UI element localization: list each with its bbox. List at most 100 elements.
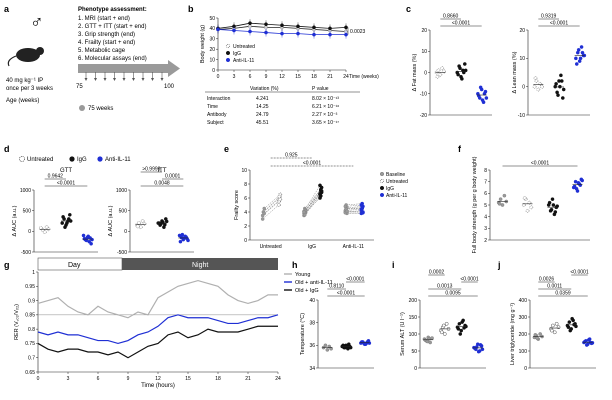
legend-anti: Anti-IL-11: [105, 157, 131, 163]
data-point: [329, 346, 333, 351]
y-tick-label: 36: [309, 343, 315, 349]
y-axis-label: Δ Fat mass (%): [412, 54, 418, 92]
mouse-icon: [7, 47, 44, 67]
data-point: [456, 72, 460, 77]
row-pvalue: 2.27 × 10⁻³: [312, 112, 338, 118]
y-axis-label: Full body strength (g per g body weight): [472, 156, 478, 253]
y-axis-label: Temperature (°C): [300, 313, 306, 355]
paired-line: [303, 185, 321, 212]
comparison-label: 0.0359: [555, 291, 571, 297]
comparison-label: 0.9319: [541, 14, 557, 20]
data-point: [529, 205, 534, 210]
data-point: [323, 343, 328, 348]
data-point: [319, 189, 324, 193]
data-point: [360, 206, 364, 211]
row-name: Interaction: [207, 96, 231, 102]
data-point: [534, 79, 539, 83]
data-point: [551, 203, 556, 207]
data-point: [458, 66, 462, 71]
y-axis-label: Δ AUC (a.u.): [12, 205, 18, 236]
row-pvalue: 3.65 × 10⁻¹⁷: [312, 120, 339, 126]
data-point: [583, 339, 587, 344]
x-tick-label: 24: [343, 74, 349, 80]
data-point: [586, 338, 591, 342]
x-tick-label: 18: [311, 74, 317, 80]
legend-label: IgG: [233, 51, 241, 57]
y-tick-label: 0: [124, 229, 127, 235]
data-point: [578, 183, 583, 187]
data-point: [440, 330, 444, 335]
data-point: [478, 85, 483, 90]
x-tick-label: Untreated: [260, 244, 282, 250]
x-tick-label: 6: [249, 74, 252, 80]
data-point: [262, 206, 267, 211]
legend-75weeks: 75 weeks: [88, 106, 113, 112]
legend-marker: [379, 171, 385, 177]
data-point: [277, 194, 282, 199]
data-point: [462, 62, 467, 66]
paired-line: [303, 194, 321, 216]
data-point: [68, 212, 72, 217]
y-tick-label: -500: [117, 250, 127, 256]
y-tick-label: 20: [209, 47, 215, 53]
y-tick-label: 40: [209, 26, 215, 32]
night-label: Night: [192, 262, 208, 269]
data-point: [81, 233, 86, 238]
legend-marker-75weeks: [79, 105, 85, 111]
data-point: [547, 200, 552, 205]
legend-label: Untreated: [233, 44, 255, 50]
data-point: [180, 232, 185, 237]
y-tick-label: -10: [420, 92, 427, 98]
y-tick-label: 0: [524, 366, 527, 372]
data-point: [328, 32, 332, 37]
comparison-label: 0.8110: [329, 284, 344, 290]
data-point: [302, 210, 306, 214]
y-tick-label: 40: [309, 298, 315, 304]
data-point: [280, 23, 284, 28]
x-axis-label: Time (hours): [141, 383, 175, 389]
data-point: [568, 328, 573, 333]
data-point: [532, 84, 537, 89]
row-variation: 4.241: [256, 96, 269, 102]
y-tick-label: 38: [309, 320, 315, 326]
assessment-1: 1. MRI (start + end): [78, 16, 130, 22]
y-tick-label: 0: [522, 84, 525, 90]
annotation: 0.0023: [350, 29, 366, 35]
data-point: [538, 332, 542, 336]
data-point: [344, 25, 348, 30]
data-point: [533, 333, 538, 337]
treatment-arrowhead: [103, 78, 107, 81]
data-point: [264, 22, 268, 27]
y-tick-label: 100: [409, 332, 418, 338]
data-point: [525, 209, 530, 213]
data-point: [484, 96, 489, 100]
assessment-6: 6. Molecular assays (end): [78, 56, 147, 62]
paired-line: [304, 195, 321, 215]
data-point: [574, 324, 578, 329]
data-point: [367, 341, 372, 345]
x-tick-label: 0: [217, 74, 220, 80]
data-point: [567, 320, 572, 324]
y-tick-label: 10: [519, 56, 525, 62]
data-point: [248, 21, 252, 26]
paired-line: [304, 189, 321, 209]
data-point: [554, 82, 558, 86]
data-point: [296, 31, 300, 36]
x-tick-label: 15: [295, 74, 301, 80]
legend-label: Baseline: [386, 172, 405, 178]
data-point: [580, 50, 585, 55]
panel-label-f: f: [458, 144, 462, 154]
panel-a: a ♂ Phenotype assessment: 1. MRI (start …: [4, 4, 180, 112]
treatment-arrowhead: [151, 78, 154, 81]
assessment-3: 3. Grip strength (end): [78, 32, 135, 38]
row-pvalue: 6.21 × 10⁻¹⁶: [312, 104, 339, 110]
paired-line: [345, 212, 362, 214]
data-point: [444, 321, 449, 326]
data-point: [42, 230, 47, 234]
x-tick-label: 12: [279, 74, 285, 80]
panel-g-daynight: Day Night: [37, 257, 278, 271]
comparison-label: 0.8660: [443, 14, 459, 20]
legend-label: Anti-IL-11: [233, 58, 255, 64]
y-tick-label: 0: [244, 238, 247, 244]
x-tick-label: 3: [233, 74, 236, 80]
